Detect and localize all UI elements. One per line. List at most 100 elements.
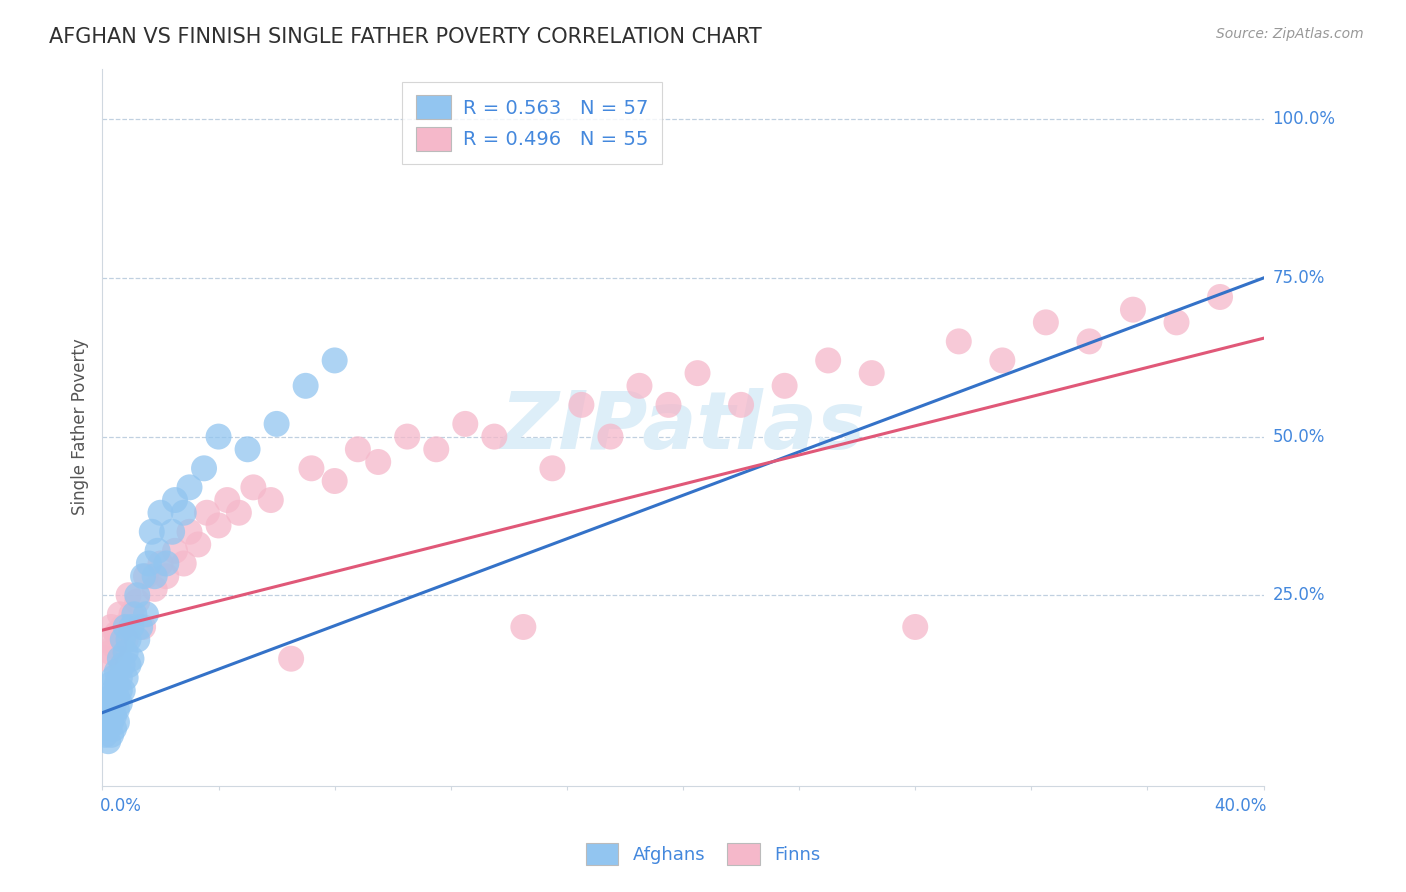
Point	[454, 417, 477, 431]
Point	[100, 677, 122, 691]
Point	[105, 665, 128, 679]
Point	[94, 728, 117, 742]
Point	[132, 569, 155, 583]
Point	[160, 524, 183, 539]
Point	[163, 544, 186, 558]
Point	[114, 632, 136, 647]
Point	[155, 569, 177, 583]
Point	[242, 480, 264, 494]
Point	[155, 557, 177, 571]
Point	[103, 671, 125, 685]
Point	[117, 658, 139, 673]
Point	[97, 632, 120, 647]
Point	[111, 620, 134, 634]
Point	[103, 639, 125, 653]
Point	[294, 379, 316, 393]
Point	[97, 734, 120, 748]
Point	[141, 524, 163, 539]
Point	[207, 429, 229, 443]
Point	[266, 417, 288, 431]
Point	[860, 366, 883, 380]
Point	[127, 594, 149, 608]
Point	[114, 620, 136, 634]
Point	[1035, 315, 1057, 329]
Point	[323, 353, 346, 368]
Point	[425, 442, 447, 457]
Point	[103, 722, 125, 736]
Point	[114, 671, 136, 685]
Point	[121, 620, 143, 634]
Text: Source: ZipAtlas.com: Source: ZipAtlas.com	[1216, 27, 1364, 41]
Point	[114, 645, 136, 659]
Point	[991, 353, 1014, 368]
Point	[105, 702, 128, 716]
Point	[260, 493, 283, 508]
Point	[97, 696, 120, 710]
Point	[100, 728, 122, 742]
Point	[117, 588, 139, 602]
Point	[1209, 290, 1232, 304]
Point	[173, 557, 195, 571]
Point	[100, 620, 122, 634]
Legend: Afghans, Finns: Afghans, Finns	[578, 836, 828, 872]
Point	[149, 557, 172, 571]
Point	[193, 461, 215, 475]
Point	[138, 557, 160, 571]
Point	[127, 632, 149, 647]
Point	[541, 461, 564, 475]
Point	[179, 524, 201, 539]
Point	[100, 715, 122, 730]
Text: 40.0%: 40.0%	[1215, 797, 1267, 815]
Point	[103, 708, 125, 723]
Point	[105, 677, 128, 691]
Point	[484, 429, 506, 443]
Point	[103, 683, 125, 698]
Point	[111, 683, 134, 698]
Y-axis label: Single Father Poverty: Single Father Poverty	[72, 339, 89, 516]
Point	[143, 582, 166, 596]
Point	[301, 461, 323, 475]
Text: ZIPatlas: ZIPatlas	[501, 388, 866, 466]
Point	[195, 506, 218, 520]
Point	[135, 607, 157, 622]
Point	[121, 651, 143, 665]
Point	[217, 493, 239, 508]
Point	[105, 626, 128, 640]
Point	[97, 722, 120, 736]
Text: 75.0%: 75.0%	[1272, 269, 1324, 287]
Point	[124, 607, 146, 622]
Point	[100, 645, 122, 659]
Point	[143, 569, 166, 583]
Point	[1166, 315, 1188, 329]
Point	[94, 715, 117, 730]
Text: 25.0%: 25.0%	[1272, 586, 1324, 604]
Point	[149, 506, 172, 520]
Point	[367, 455, 389, 469]
Point	[657, 398, 679, 412]
Point	[100, 690, 122, 704]
Point	[347, 442, 370, 457]
Point	[179, 480, 201, 494]
Point	[686, 366, 709, 380]
Point	[135, 569, 157, 583]
Text: 0.0%: 0.0%	[100, 797, 142, 815]
Point	[512, 620, 534, 634]
Point	[773, 379, 796, 393]
Point	[730, 398, 752, 412]
Point	[207, 518, 229, 533]
Point	[904, 620, 927, 634]
Text: AFGHAN VS FINNISH SINGLE FATHER POVERTY CORRELATION CHART: AFGHAN VS FINNISH SINGLE FATHER POVERTY …	[49, 27, 762, 46]
Point	[108, 607, 131, 622]
Point	[817, 353, 839, 368]
Point	[187, 537, 209, 551]
Point	[323, 474, 346, 488]
Point	[111, 658, 134, 673]
Point	[111, 632, 134, 647]
Point	[628, 379, 651, 393]
Point	[163, 493, 186, 508]
Point	[1078, 334, 1101, 349]
Point	[94, 651, 117, 665]
Point	[571, 398, 593, 412]
Point	[280, 651, 302, 665]
Point	[97, 708, 120, 723]
